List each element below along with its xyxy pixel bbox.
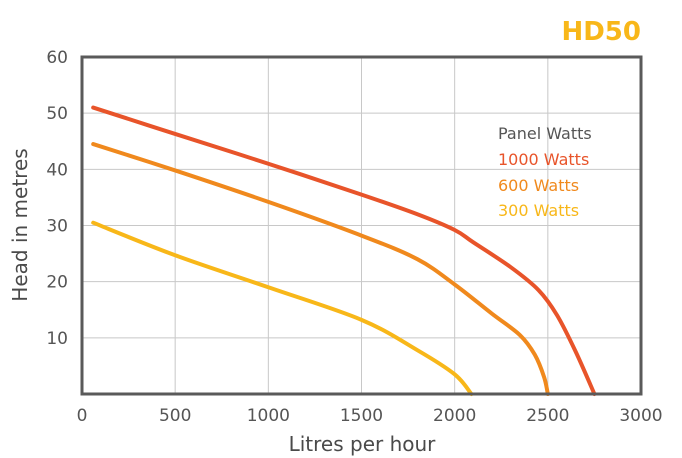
x-tick-label: 2000 bbox=[433, 406, 476, 426]
x-tick-label: 1500 bbox=[340, 406, 383, 426]
y-tick-label: 20 bbox=[46, 273, 68, 293]
y-tick-label: 50 bbox=[46, 104, 68, 124]
x-axis-title: Litres per hour bbox=[289, 432, 437, 456]
legend-title: Panel Watts bbox=[498, 124, 592, 143]
x-tick-label: 3000 bbox=[619, 406, 662, 426]
series-line-300-watts bbox=[91, 220, 474, 396]
legend-entry-600-watts: 600 Watts bbox=[498, 176, 579, 195]
y-tick-label: 60 bbox=[46, 48, 68, 68]
x-tick-labels: 0 500 1000 1500 2000 2500 3000 bbox=[77, 406, 663, 426]
plot-frame bbox=[80, 55, 643, 396]
series-line-1000-watts bbox=[91, 105, 597, 396]
y-tick-label: 10 bbox=[46, 329, 68, 349]
chart-title: HD50 bbox=[561, 17, 641, 47]
legend-entry-300-watts: 300 Watts bbox=[498, 201, 579, 220]
series-lines bbox=[91, 105, 597, 396]
y-tick-label: 30 bbox=[46, 217, 68, 237]
x-tick-label: 500 bbox=[159, 406, 191, 426]
legend-entry-1000-watts: 1000 Watts bbox=[498, 150, 589, 169]
y-axis-title: Head in metres bbox=[8, 148, 32, 301]
y-tick-labels: 60 50 40 30 20 10 bbox=[46, 48, 68, 349]
legend: Panel Watts 1000 Watts 600 Watts 300 Wat… bbox=[498, 124, 592, 220]
series-line-600-watts bbox=[91, 142, 550, 396]
y-tick-label: 40 bbox=[46, 160, 68, 180]
x-tick-label: 1000 bbox=[247, 406, 290, 426]
grid-lines bbox=[82, 57, 641, 394]
x-tick-label: 0 bbox=[77, 406, 88, 426]
x-tick-label: 2500 bbox=[526, 406, 569, 426]
